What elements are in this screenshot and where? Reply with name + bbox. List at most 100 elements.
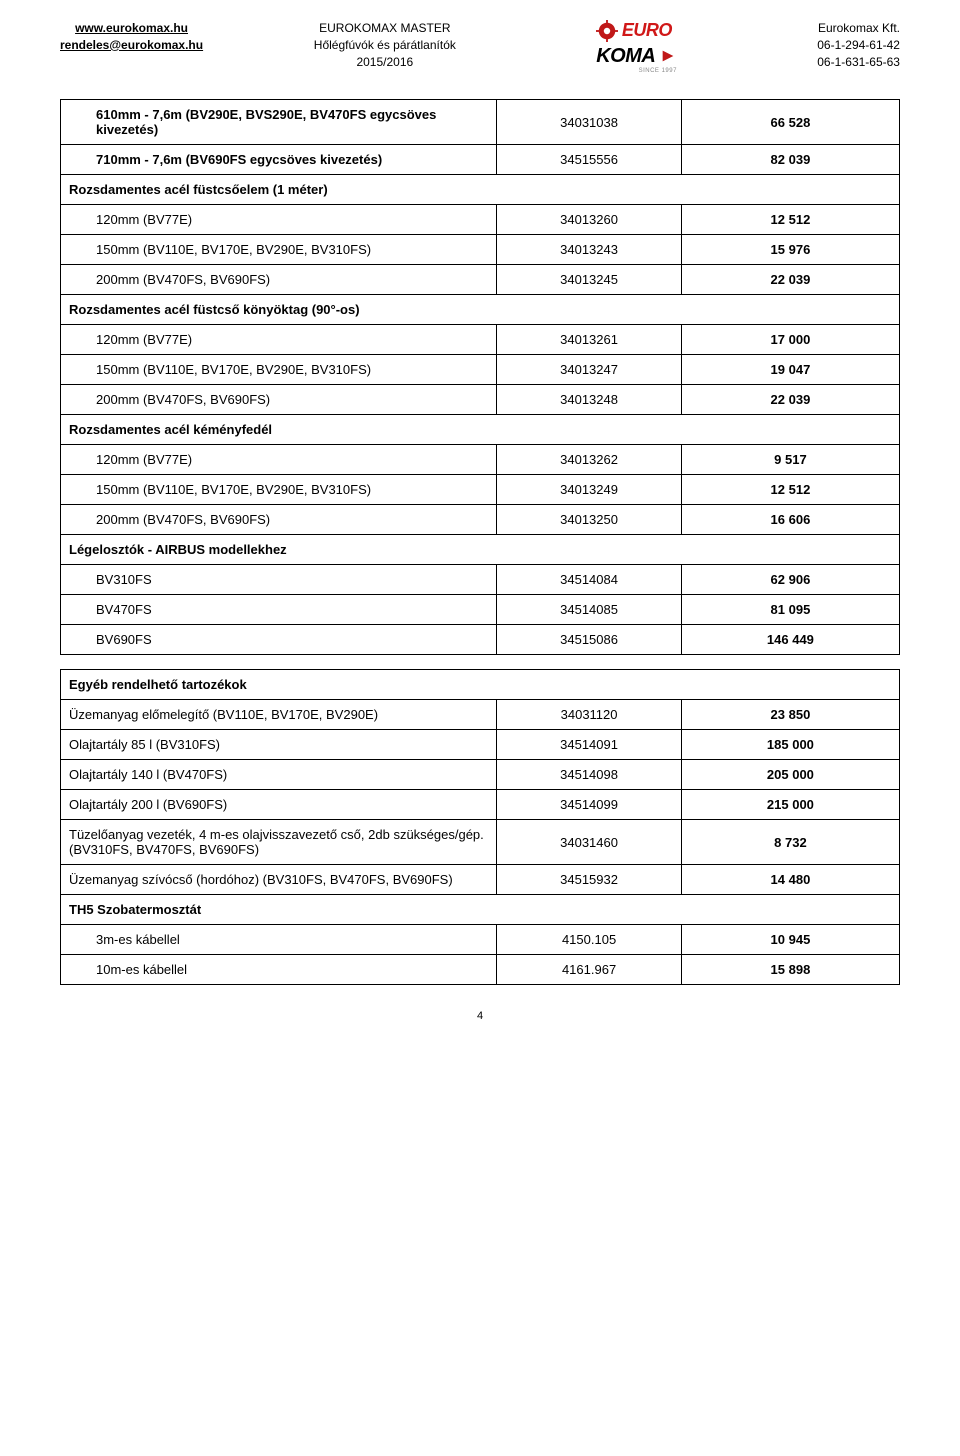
- cell-code: 34515556: [497, 145, 682, 175]
- table-row: Üzemanyag előmelegítő (BV110E, BV170E, B…: [61, 700, 900, 730]
- cell-price: 22 039: [681, 385, 899, 415]
- table-row: Üzemanyag szívócső (hordóhoz) (BV310FS, …: [61, 865, 900, 895]
- cell-price: 16 606: [681, 505, 899, 535]
- cell-code: 4161.967: [497, 955, 682, 985]
- cell-desc: Olajtartály 140 l (BV470FS): [61, 760, 497, 790]
- table-row: 120mm (BV77E) 34013262 9 517: [61, 445, 900, 475]
- section-header: Rozsdamentes acél füstcsőelem (1 méter): [61, 175, 900, 205]
- cell-price: 17 000: [681, 325, 899, 355]
- cell-code: 34031038: [497, 100, 682, 145]
- cell-desc: 200mm (BV470FS, BV690FS): [61, 265, 497, 295]
- page-number: 4: [60, 1010, 900, 1022]
- header-right: Eurokomax Kft. 06-1-294-61-42 06-1-631-6…: [817, 20, 900, 70]
- cell-code: 34013260: [497, 205, 682, 235]
- table-row: 200mm (BV470FS, BV690FS) 34013245 22 039: [61, 265, 900, 295]
- cell-desc: 200mm (BV470FS, BV690FS): [61, 505, 497, 535]
- cell-desc: 150mm (BV110E, BV170E, BV290E, BV310FS): [61, 235, 497, 265]
- cell-code: 34013262: [497, 445, 682, 475]
- cell-code: 34031460: [497, 820, 682, 865]
- cell-desc: BV310FS: [61, 565, 497, 595]
- table-row: 120mm (BV77E) 34013261 17 000: [61, 325, 900, 355]
- cell-price: 62 906: [681, 565, 899, 595]
- cell-price: 82 039: [681, 145, 899, 175]
- cell-code: 34013249: [497, 475, 682, 505]
- table-row: Olajtartály 200 l (BV690FS) 34514099 215…: [61, 790, 900, 820]
- cell-code: 34013250: [497, 505, 682, 535]
- secondary-table: Egyéb rendelhető tartozékok Üzemanyag el…: [60, 669, 900, 985]
- cell-desc: 3m-es kábellel: [61, 925, 497, 955]
- header-title-3: 2015/2016: [314, 54, 456, 71]
- table-row: 150mm (BV110E, BV170E, BV290E, BV310FS) …: [61, 475, 900, 505]
- table-row: 150mm (BV110E, BV170E, BV290E, BV310FS) …: [61, 235, 900, 265]
- section-header: TH5 Szobatermosztát: [61, 895, 900, 925]
- cell-desc: BV690FS: [61, 625, 497, 655]
- table-row: 120mm (BV77E) 34013260 12 512: [61, 205, 900, 235]
- cell-price: 14 480: [681, 865, 899, 895]
- table-row: 200mm (BV470FS, BV690FS) 34013250 16 606: [61, 505, 900, 535]
- logo-koma: KOMA: [596, 45, 655, 67]
- gear-icon: [596, 20, 618, 45]
- section-header: Rozsdamentes acél füstcső könyöktag (90°…: [61, 295, 900, 325]
- cell-code: 34514098: [497, 760, 682, 790]
- cell-code: 34013243: [497, 235, 682, 265]
- cell-code: 34013261: [497, 325, 682, 355]
- cell-price: 22 039: [681, 265, 899, 295]
- cell-price: 215 000: [681, 790, 899, 820]
- header-url: www.eurokomax.hu: [60, 20, 203, 37]
- header-email: rendeles@eurokomax.hu: [60, 37, 203, 54]
- cell-code: 4150.105: [497, 925, 682, 955]
- section-header: Rozsdamentes acél kéményfedél: [61, 415, 900, 445]
- company-name: Eurokomax Kft.: [817, 20, 900, 37]
- logo-since: SINCE 1997: [596, 68, 677, 74]
- cell-desc: 710mm - 7,6m (BV690FS egycsöves kivezeté…: [61, 145, 497, 175]
- table-row: BV470FS 34514085 81 095: [61, 595, 900, 625]
- cell-code: 34515932: [497, 865, 682, 895]
- phone-2: 06-1-631-65-63: [817, 54, 900, 71]
- table-row: BV310FS 34514084 62 906: [61, 565, 900, 595]
- table-row: Tüzelőanyag vezeték, 4 m-es olajvisszave…: [61, 820, 900, 865]
- cell-price: 12 512: [681, 475, 899, 505]
- header-logo: EURO KOMA SINCE 1997: [567, 20, 707, 74]
- cell-price: 15 898: [681, 955, 899, 985]
- page-header: www.eurokomax.hu rendeles@eurokomax.hu E…: [60, 20, 900, 74]
- cell-price: 10 945: [681, 925, 899, 955]
- cell-desc: Tüzelőanyag vezeték, 4 m-es olajvisszave…: [61, 820, 497, 865]
- cell-code: 34013247: [497, 355, 682, 385]
- table-row: Olajtartály 140 l (BV470FS) 34514098 205…: [61, 760, 900, 790]
- cell-price: 146 449: [681, 625, 899, 655]
- cell-desc: 150mm (BV110E, BV170E, BV290E, BV310FS): [61, 475, 497, 505]
- header-title-1: EUROKOMAX MASTER: [314, 20, 456, 37]
- cell-price: 23 850: [681, 700, 899, 730]
- table-row: 200mm (BV470FS, BV690FS) 34013248 22 039: [61, 385, 900, 415]
- cell-desc: Üzemanyag előmelegítő (BV110E, BV170E, B…: [61, 700, 497, 730]
- cell-desc: 120mm (BV77E): [61, 325, 497, 355]
- cell-desc: 120mm (BV77E): [61, 445, 497, 475]
- cell-desc: Olajtartály 85 l (BV310FS): [61, 730, 497, 760]
- logo-euro: EURO: [622, 20, 672, 40]
- section-row: Rozsdamentes acél kéményfedél: [61, 415, 900, 445]
- cell-code: 34013245: [497, 265, 682, 295]
- cell-code: 34514085: [497, 595, 682, 625]
- section-row: Légelosztók - AIRBUS modellekhez: [61, 535, 900, 565]
- cell-price: 205 000: [681, 760, 899, 790]
- table-row: 150mm (BV110E, BV170E, BV290E, BV310FS) …: [61, 355, 900, 385]
- main-table: 610mm - 7,6m (BV290E, BVS290E, BV470FS e…: [60, 99, 900, 655]
- cell-price: 9 517: [681, 445, 899, 475]
- section-row: TH5 Szobatermosztát: [61, 895, 900, 925]
- cell-code: 34514084: [497, 565, 682, 595]
- cell-code: 34514099: [497, 790, 682, 820]
- section-row: Rozsdamentes acél füstcső könyöktag (90°…: [61, 295, 900, 325]
- table-row: 3m-es kábellel 4150.105 10 945: [61, 925, 900, 955]
- section-row: Egyéb rendelhető tartozékok: [61, 670, 900, 700]
- cell-desc: Olajtartály 200 l (BV690FS): [61, 790, 497, 820]
- cell-code: 34514091: [497, 730, 682, 760]
- header-left: www.eurokomax.hu rendeles@eurokomax.hu: [60, 20, 203, 54]
- cell-price: 15 976: [681, 235, 899, 265]
- cell-price: 66 528: [681, 100, 899, 145]
- cell-price: 81 095: [681, 595, 899, 625]
- cell-desc: 610mm - 7,6m (BV290E, BVS290E, BV470FS e…: [61, 100, 497, 145]
- table-row: Olajtartály 85 l (BV310FS) 34514091 185 …: [61, 730, 900, 760]
- cell-price: 185 000: [681, 730, 899, 760]
- table-row: BV690FS 34515086 146 449: [61, 625, 900, 655]
- cell-desc: 200mm (BV470FS, BV690FS): [61, 385, 497, 415]
